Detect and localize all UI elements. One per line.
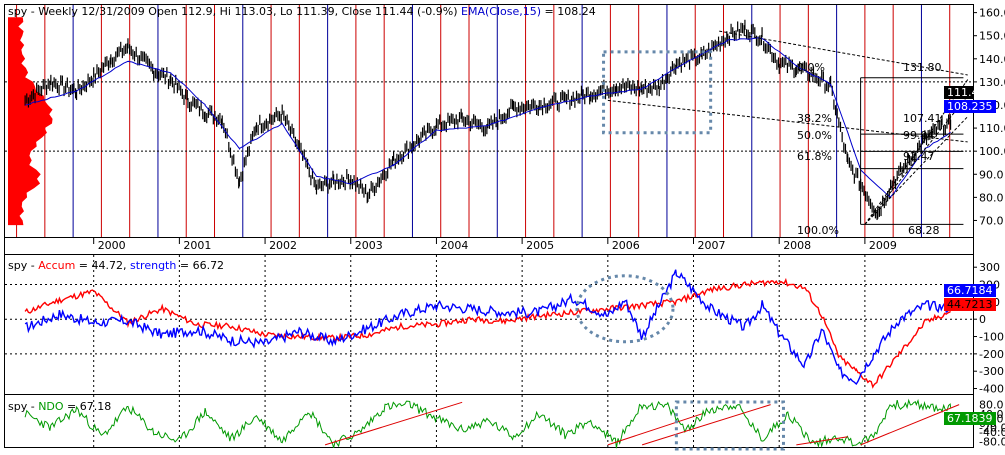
accum-panel-title: spy - Accum = 44.72, strength = 66.72 [8, 259, 224, 272]
year-label: 2001 [183, 239, 211, 252]
fib-value-0: 131.80 [903, 61, 942, 74]
accum-tick-label: -300 [979, 365, 1004, 378]
annotation-ellipse-accum [575, 274, 675, 344]
annotation-box-price [602, 50, 713, 135]
accum-tick-label: -200 [979, 348, 1004, 361]
price-tick-label: 160.0 [979, 7, 1005, 20]
year-label: 2007 [698, 239, 726, 252]
accum-badge-bg [944, 298, 996, 311]
price-tick-label: 140.0 [979, 53, 1005, 66]
fib-pct-3: 61.8% [797, 150, 832, 163]
fib-value-3: 92.47 [903, 150, 935, 163]
ema-badge: 108.235 [947, 100, 993, 113]
year-label: 2004 [440, 239, 468, 252]
ndo-panel-title: spy - NDO = 67.18 [8, 400, 111, 413]
accum-line [24, 277, 952, 389]
year-label: 2002 [269, 239, 297, 252]
ndo-trendline [641, 404, 771, 446]
ndo-tick-label: -80.0 [979, 435, 1005, 448]
strength-line [24, 269, 952, 386]
fib-pct-2: 50.0% [797, 129, 832, 142]
fib-pct-4: 100.0% [797, 224, 839, 237]
year-label: 2008 [783, 239, 811, 252]
strength-badge: 66.7184 [947, 284, 993, 297]
price-tick-label: 110.0 [979, 122, 1005, 135]
ndo-tick-label: -40.0 [979, 426, 1005, 439]
price-tick-label: 90.0 [979, 168, 1004, 181]
fib-pct-1: 38.2% [797, 112, 832, 125]
fib-value-1: 107.41 [903, 112, 942, 125]
date-axis-strip [4, 237, 974, 255]
ndo-tick-label: 80.0 [979, 399, 1004, 412]
close-badge: 111.44 [947, 86, 986, 99]
accum-tick-label: -400 [979, 383, 1004, 396]
year-label: 2009 [869, 239, 897, 252]
price-plot [24, 19, 952, 221]
gann-fan-line [864, 95, 969, 225]
accum-tick-label: 0 [979, 313, 986, 326]
accum-badge: 44.7213 [947, 298, 993, 311]
price-tick-label: 100.0 [979, 145, 1005, 158]
ndo-badge-bg [944, 412, 996, 425]
price-panel-title: spy - Weekly 12/31/2009 Open 112.9, Hi 1… [8, 5, 596, 18]
ndo-trendline [607, 413, 703, 446]
accum-plot [24, 269, 952, 389]
accum-panel-frame [4, 254, 974, 395]
strength-badge-bg [944, 284, 996, 297]
fib-value-4: 68.28 [908, 224, 940, 237]
accum-tick-label: -100 [979, 331, 1004, 344]
ndo-line [24, 398, 952, 449]
year-label: 2005 [526, 239, 554, 252]
year-label: 2000 [98, 239, 126, 252]
fib-labels: 0.0% 131.80 38.2% 107.41 50.0% 99.94 61.… [797, 61, 942, 237]
ema-line [24, 37, 951, 199]
price-tick-label: 70.0 [979, 214, 1004, 227]
ndo-plot [24, 398, 952, 449]
year-label: 2003 [355, 239, 383, 252]
mid-trendline [607, 99, 968, 143]
ndo-badge: 67.1839 [947, 412, 993, 425]
price-tick-label: 80.0 [979, 191, 1004, 204]
gridlines [5, 5, 973, 447]
ndo-trendline [324, 401, 463, 446]
volume-profile [8, 17, 53, 226]
top-trendline [719, 30, 968, 76]
price-tick-label: 150.0 [979, 30, 1005, 43]
price-tick-label: 130.0 [979, 76, 1005, 89]
volume-profile-area [8, 17, 53, 226]
accum-tick-label: 300 [979, 261, 1000, 274]
ndo-trendline [860, 404, 960, 446]
annotations [324, 30, 969, 451]
ema-badge-bg [944, 100, 996, 113]
fib-value-2: 99.94 [903, 129, 935, 142]
year-label: 2006 [612, 239, 640, 252]
close-badge-bg [944, 86, 974, 99]
ndo-trendline [796, 436, 848, 446]
fib-pct-0: 0.0% [797, 61, 825, 74]
